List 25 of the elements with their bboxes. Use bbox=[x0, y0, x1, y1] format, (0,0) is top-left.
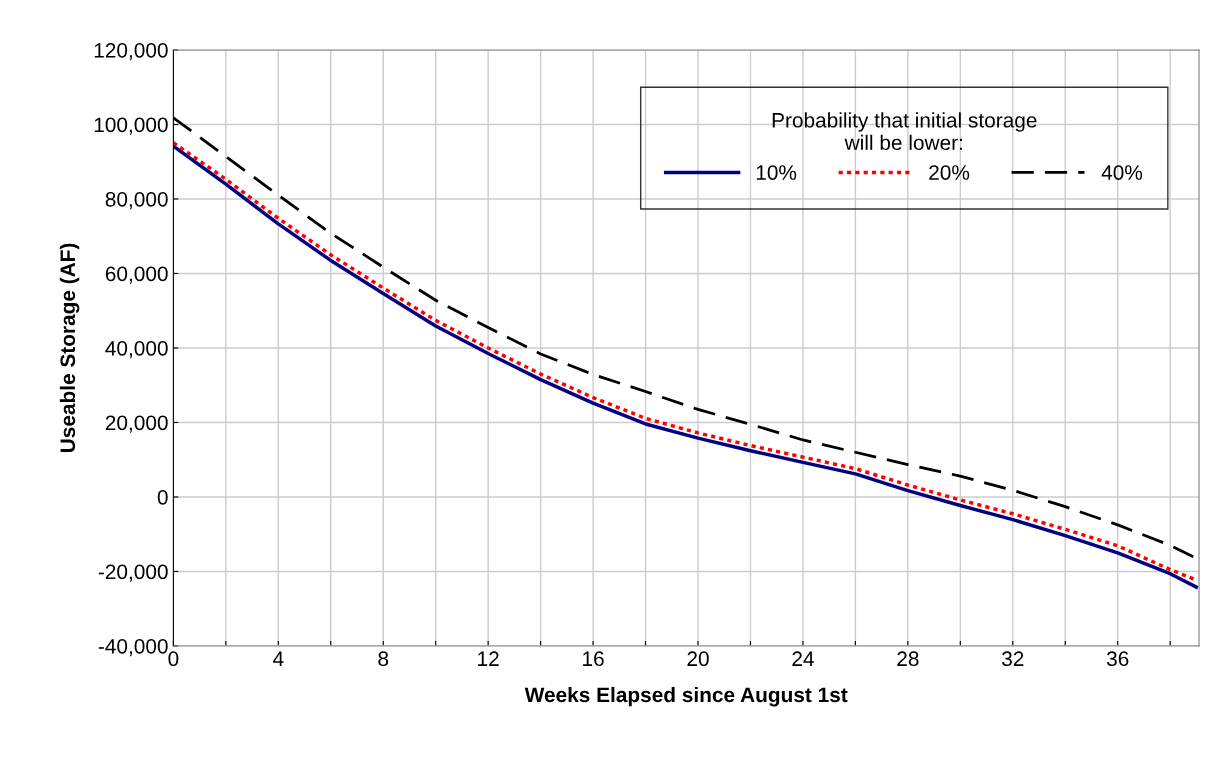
x-tick-label: 8 bbox=[378, 651, 389, 667]
x-tick-label: 32 bbox=[1001, 651, 1024, 667]
x-axis-title: Weeks Elapsed since August 1st bbox=[524, 686, 848, 707]
y-tick-label: 0 bbox=[157, 489, 168, 505]
y-axis-title: Useable Storage (AF) bbox=[59, 243, 80, 453]
x-tick-label: 16 bbox=[583, 651, 604, 667]
legend-label: 20% bbox=[929, 165, 970, 180]
y-tick-label: -20,000 bbox=[98, 564, 168, 582]
y-tick-label: 40,000 bbox=[105, 340, 168, 359]
legend-title: Probability that initial storage will be lower: bbox=[772, 112, 1037, 151]
y-tick-label: 100,000 bbox=[94, 117, 168, 135]
x-tick-label: 28 bbox=[897, 651, 919, 667]
x-tick-label: 4 bbox=[272, 651, 284, 666]
y-tick-label: 60,000 bbox=[105, 266, 168, 284]
x-tick-label: 36 bbox=[1106, 651, 1129, 667]
legend-label: 40% bbox=[1101, 165, 1143, 180]
x-tick-label: 24 bbox=[792, 651, 814, 666]
x-tick-label: 0 bbox=[168, 651, 179, 667]
y-tick-label: 20,000 bbox=[105, 415, 168, 433]
y-tick-label: -40,000 bbox=[98, 638, 168, 657]
x-tick-label: 20 bbox=[687, 651, 709, 667]
x-tick-label: 12 bbox=[478, 651, 499, 666]
y-tick-label: 80,000 bbox=[105, 191, 168, 210]
y-tick-label: 120,000 bbox=[94, 42, 168, 61]
legend-label: 10% bbox=[756, 165, 797, 180]
